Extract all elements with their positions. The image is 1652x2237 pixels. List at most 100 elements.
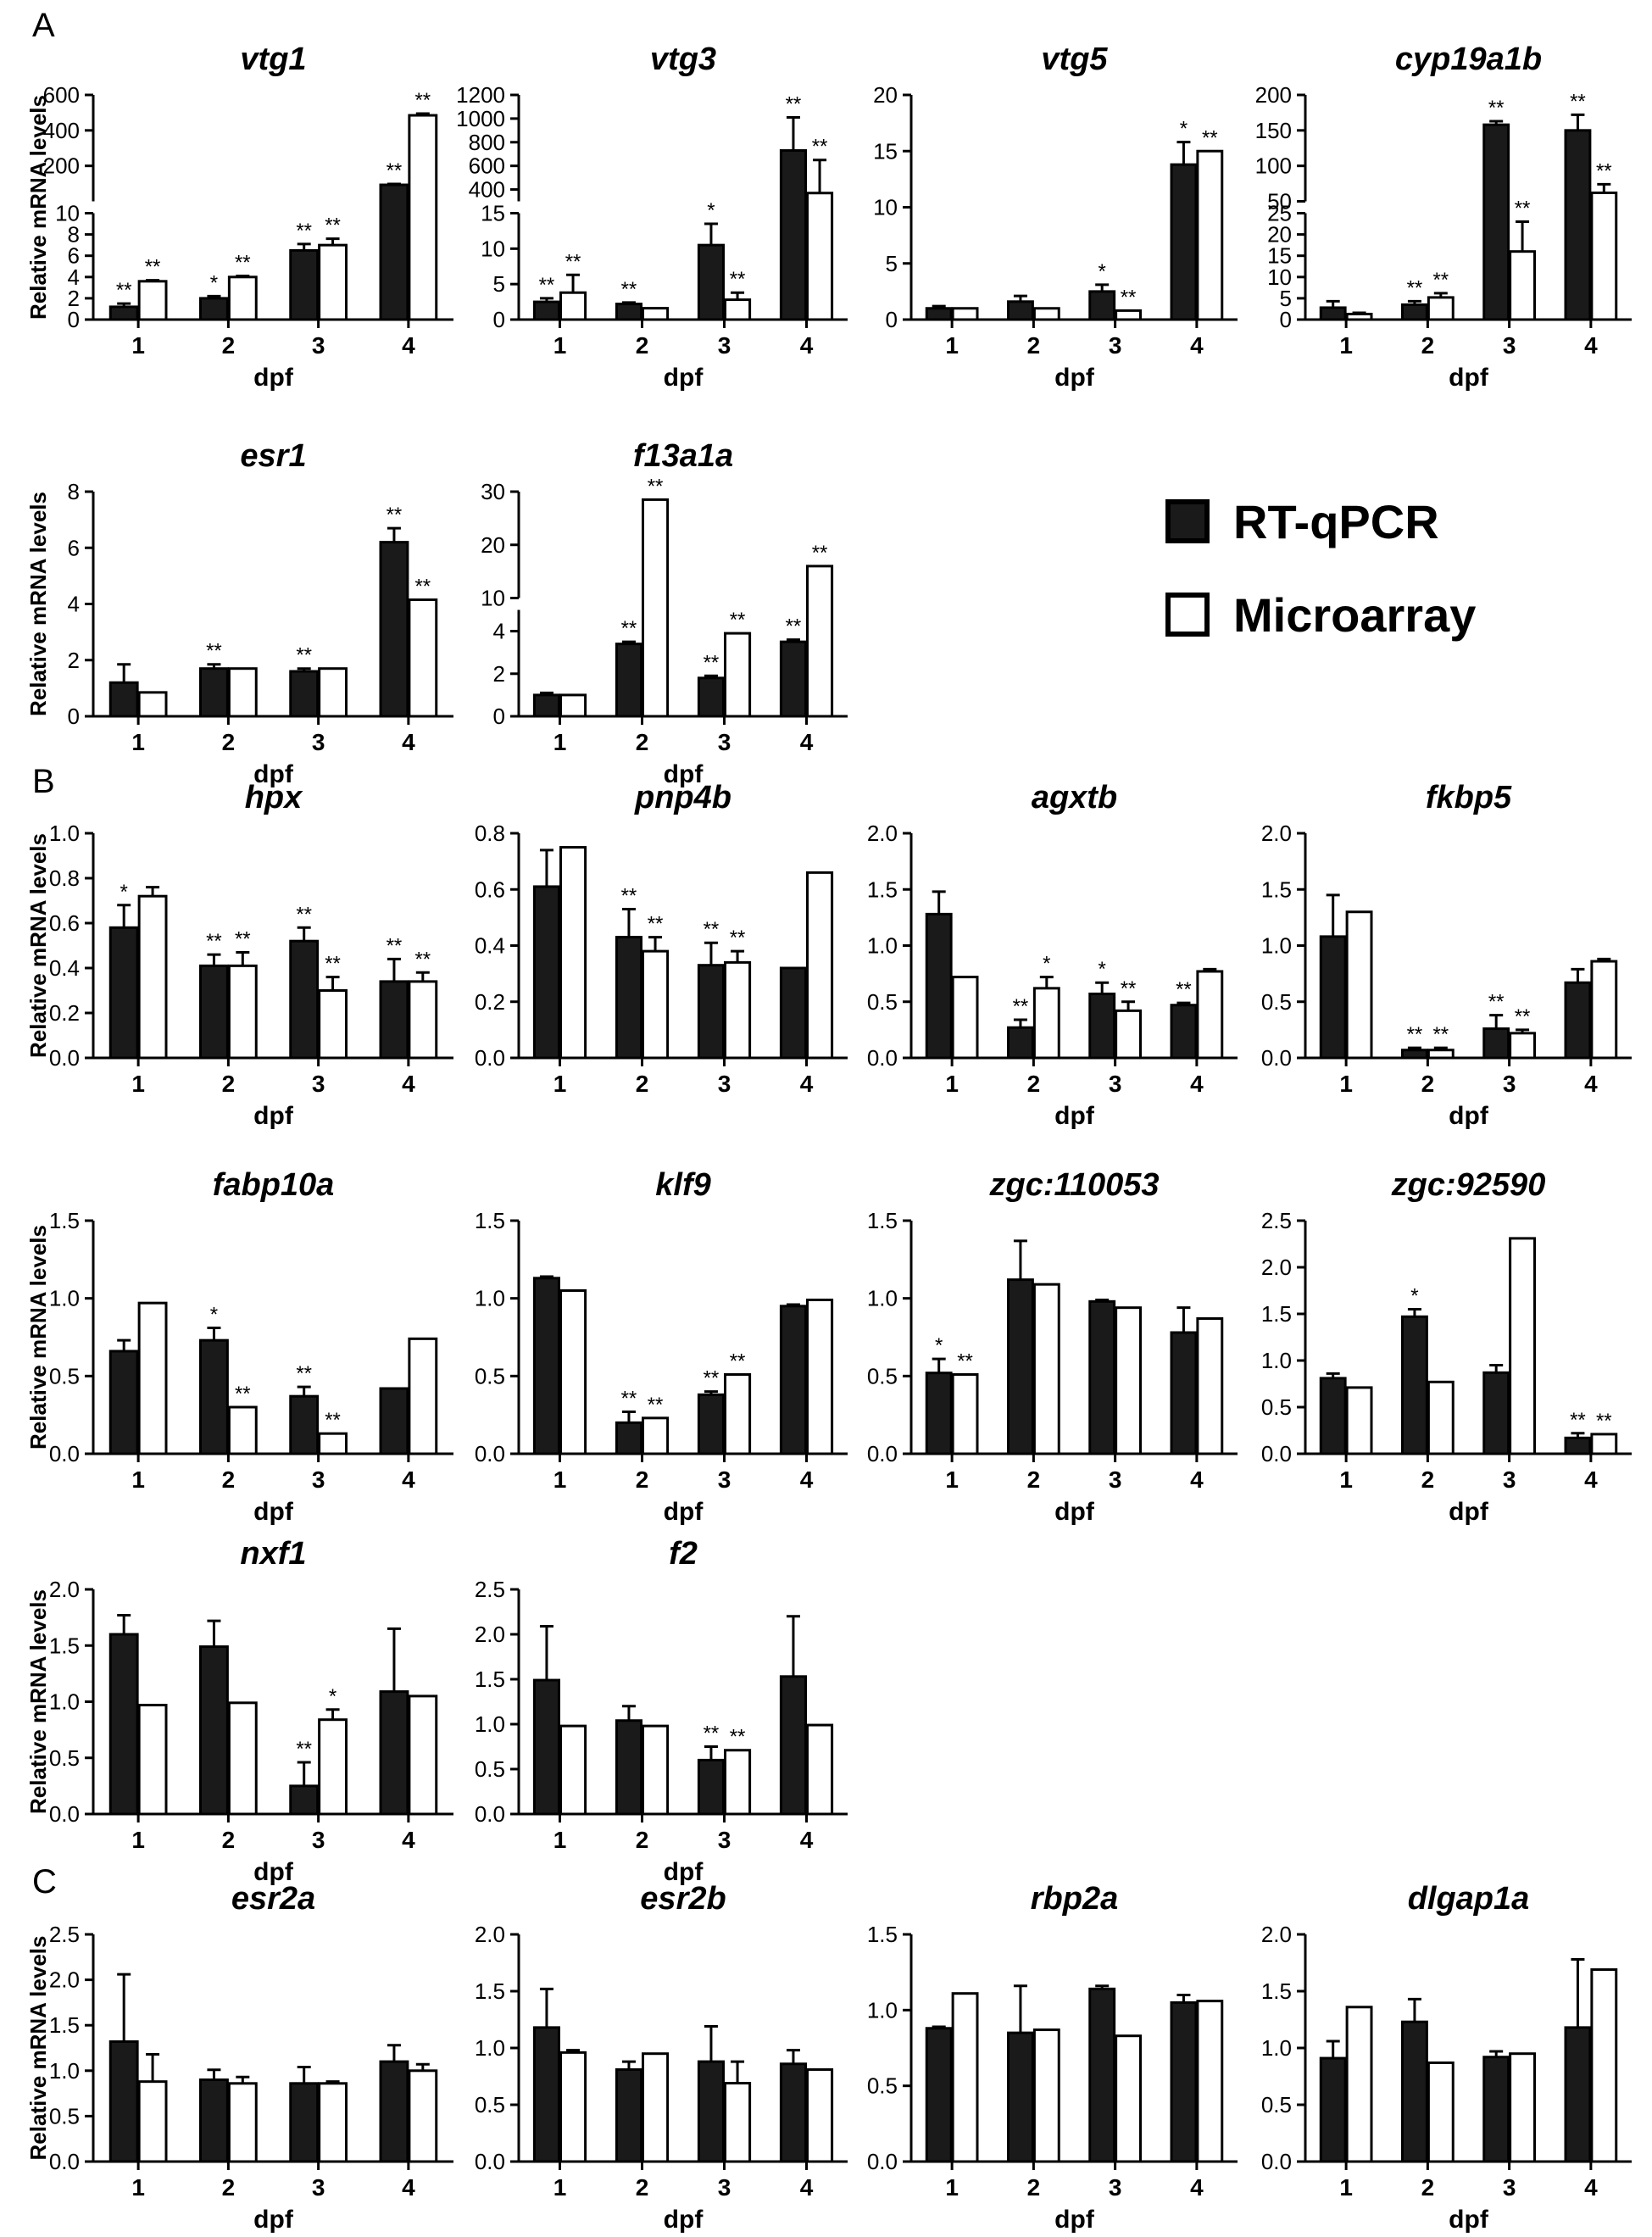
x-tick-label: 3 — [312, 332, 325, 359]
x-tick-label: 4 — [800, 332, 814, 359]
bar — [408, 1337, 438, 1455]
bar — [1319, 1377, 1347, 1455]
chart-esr1: 0 2 4 6 8 1 2 ** 3 ** 4 ** ** esr1 dpf Relative mRNA le… — [25, 438, 453, 788]
y-tick-label: 0.8 — [475, 821, 505, 846]
bar — [642, 498, 670, 718]
bar — [559, 1724, 587, 1816]
x-tick-label: 3 — [718, 332, 731, 359]
y-tick-label: 0.5 — [867, 2073, 898, 2099]
y-tick-label: 0.0 — [49, 2149, 80, 2174]
bar — [642, 1724, 670, 1816]
y-tick-label: 8 — [68, 479, 80, 504]
bar — [724, 960, 752, 1060]
y-tick-label: 1.0 — [475, 1286, 505, 1311]
chart-title: vtg1 — [240, 42, 306, 77]
y-tick-label: 15 — [873, 138, 898, 164]
bar — [697, 676, 726, 718]
bar — [1564, 981, 1592, 1060]
bar — [1564, 129, 1592, 321]
bar — [1427, 2061, 1455, 2163]
bar — [137, 894, 168, 1060]
y-tick-label: 1.5 — [867, 1208, 898, 1233]
bar — [108, 681, 139, 718]
y-tick-label: 100 — [1255, 153, 1292, 179]
significance-label: ** — [296, 220, 312, 242]
x-tick-label: 3 — [1109, 332, 1122, 359]
bar — [1032, 2028, 1060, 2163]
x-tick-label: 1 — [131, 1827, 145, 1853]
y-tick-label: 4 — [68, 592, 80, 617]
bar — [1401, 2020, 1428, 2163]
bar — [925, 307, 953, 321]
x-tick-label: 3 — [1503, 2174, 1516, 2201]
y-tick-label: 1.0 — [49, 821, 80, 846]
bar — [227, 2082, 258, 2163]
chart-title: vtg3 — [650, 42, 716, 77]
x-tick-label: 1 — [1339, 1466, 1353, 1493]
significance-label: ** — [1013, 995, 1029, 1018]
bar — [951, 307, 979, 321]
y-tick-label: 0.2 — [49, 1000, 80, 1026]
bar — [642, 307, 670, 321]
bar — [559, 1289, 587, 1455]
y-tick-label: 2.0 — [1261, 821, 1292, 846]
bar — [1007, 300, 1034, 321]
y-tick-label: 0.8 — [49, 865, 80, 891]
bar — [806, 2067, 834, 2163]
bar — [379, 980, 409, 1060]
y-tick-label: 1.0 — [49, 1286, 80, 1311]
bar — [379, 1387, 409, 1455]
chart-title: esr1 — [240, 438, 306, 474]
chart-title: dlgap1a — [1408, 1881, 1530, 1917]
x-axis-label: dpf — [1449, 1102, 1489, 1130]
bar — [642, 2052, 670, 2163]
bar — [227, 275, 258, 321]
y-tick-label: 0.0 — [867, 2149, 898, 2174]
x-tick-label: 2 — [1421, 1071, 1435, 1097]
x-tick-label: 3 — [718, 729, 731, 755]
bar — [615, 303, 643, 321]
bar — [227, 1405, 258, 1455]
significance-label: ** — [539, 274, 555, 297]
x-axis-label: dpf — [253, 2206, 294, 2234]
bar — [806, 565, 834, 718]
x-tick-label: 1 — [945, 1071, 959, 1097]
y-tick-label: 0 — [493, 307, 505, 332]
y-axis-label: Relative mRNA levels — [25, 1589, 51, 1814]
significance-label: * — [329, 1685, 337, 1708]
bar — [1482, 1027, 1510, 1060]
bar — [199, 1338, 229, 1455]
bar — [642, 949, 670, 1060]
y-tick-label: 2 — [493, 661, 505, 687]
bar — [951, 1992, 979, 2163]
x-tick-label: 4 — [402, 2174, 415, 2201]
y-tick-label: 1000 — [456, 106, 505, 131]
bar — [1401, 303, 1428, 321]
legend-swatch-microarray — [1165, 593, 1210, 637]
bar — [1345, 910, 1373, 1060]
bar — [532, 300, 561, 321]
bar — [318, 1432, 348, 1455]
bar — [532, 2026, 561, 2163]
chart-dlgap1a: 0.0 0.5 1.0 1.5 2.0 1 2 3 4 dlgap1a dpf — [1261, 1881, 1632, 2234]
x-tick-label: 3 — [718, 1466, 731, 1493]
significance-label: ** — [325, 1409, 341, 1432]
y-tick-label: 1.0 — [867, 1997, 898, 2023]
significance-label: ** — [206, 930, 222, 953]
bar — [1319, 306, 1347, 321]
y-axis-label: Relative mRNA levels — [25, 95, 51, 320]
significance-label: ** — [296, 644, 312, 667]
chart-title: nxf1 — [240, 1536, 306, 1572]
significance-label: * — [210, 1304, 218, 1327]
y-tick-label: 1.5 — [475, 1667, 505, 1692]
x-axis-label: dpf — [664, 2206, 704, 2234]
x-tick-label: 1 — [1339, 332, 1353, 359]
bar — [318, 2082, 348, 2163]
bar — [806, 871, 834, 1060]
significance-label: ** — [730, 609, 746, 632]
significance-label: * — [1099, 958, 1106, 981]
